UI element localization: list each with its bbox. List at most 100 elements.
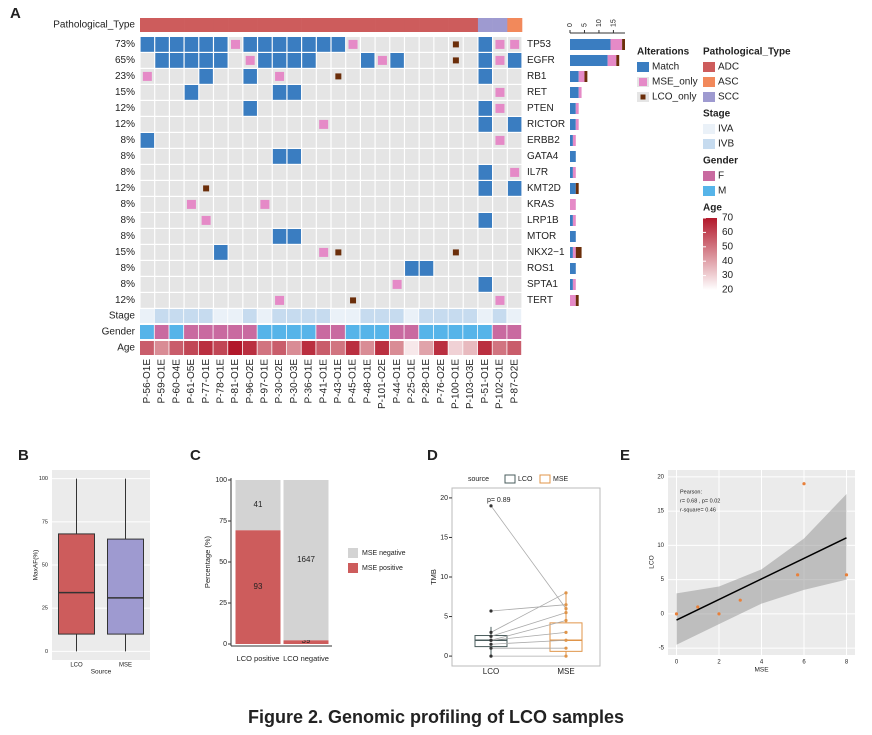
cell-bg	[316, 181, 331, 196]
cell-bg	[463, 133, 478, 148]
cell-bg	[243, 85, 257, 100]
cell-bg	[228, 117, 243, 132]
cell-bg	[507, 69, 522, 84]
annotation: p= 0.89	[487, 497, 511, 504]
legend-swatch	[640, 94, 646, 100]
cell-bg	[302, 117, 316, 132]
alteration	[302, 37, 316, 52]
cell-bg	[507, 197, 522, 212]
cell-bg	[478, 293, 493, 308]
track-cell	[316, 341, 331, 355]
cell-bg	[302, 133, 316, 148]
count-bar	[572, 247, 576, 258]
cell-bg	[434, 149, 448, 164]
cell-bg	[346, 229, 360, 244]
panel-letter: E	[620, 447, 630, 464]
cell-bg	[419, 149, 434, 164]
y-tick-label: 10	[657, 543, 664, 549]
track-cell	[345, 18, 361, 32]
cell-bg	[434, 229, 448, 244]
sample-label: P-30-O3E	[289, 359, 300, 404]
count-bar	[610, 39, 623, 50]
cell-bg	[360, 293, 375, 308]
cell-bg	[140, 245, 155, 260]
sample-label: P-87-O2E	[509, 359, 520, 404]
cell-bg	[316, 213, 331, 228]
cell-bg	[434, 245, 448, 260]
alteration	[335, 73, 342, 80]
bar	[283, 480, 329, 641]
alteration	[243, 69, 257, 84]
alteration	[331, 37, 346, 52]
cell-bg	[243, 181, 257, 196]
caption: Figure 2. Genomic profiling of LCO sampl…	[248, 707, 624, 727]
cell-bg	[405, 53, 419, 68]
count-bar	[570, 135, 573, 146]
alteration	[169, 53, 184, 68]
track-cell	[448, 341, 463, 355]
cell-bg	[302, 213, 316, 228]
cell-bg	[169, 293, 184, 308]
cell-bg	[478, 149, 493, 164]
cell-bg	[169, 133, 184, 148]
alteration	[319, 247, 329, 257]
cell-bg	[390, 101, 404, 116]
cell-bg	[258, 149, 272, 164]
frequency-label: 8%	[121, 199, 136, 210]
sample-label: P-97-O1E	[260, 359, 271, 404]
cell-bg	[449, 181, 463, 196]
cell-bg	[331, 117, 346, 132]
cell-bg	[258, 213, 272, 228]
cell-bg	[434, 277, 448, 292]
track-cell	[301, 309, 316, 323]
cell-bg	[449, 149, 463, 164]
y-tick-label: 50	[42, 562, 48, 568]
alteration	[507, 53, 522, 68]
cell-bg	[272, 261, 287, 276]
cell-bg	[287, 261, 302, 276]
cell-bg	[478, 85, 493, 100]
y-tick-label: 0	[223, 641, 227, 648]
cell-bg	[331, 85, 346, 100]
cell-bg	[316, 277, 331, 292]
cell-bg	[272, 117, 287, 132]
cell-bg	[419, 85, 434, 100]
frequency-label: 8%	[121, 279, 136, 290]
cell-bg	[155, 85, 169, 100]
cell-bg	[405, 37, 419, 52]
cell-bg	[228, 53, 243, 68]
cell-bg	[199, 165, 213, 180]
cell-bg	[155, 165, 169, 180]
alteration	[360, 53, 375, 68]
count-bar	[570, 119, 576, 130]
gene-label: GATA4	[527, 151, 559, 162]
box	[58, 533, 95, 635]
track-cell	[228, 18, 244, 32]
track-cell	[331, 309, 345, 323]
cell-bg	[243, 197, 257, 212]
cell-bg	[463, 69, 478, 84]
y-tick-label: 15	[440, 534, 448, 541]
cell-bg	[390, 69, 404, 84]
track-cell	[140, 341, 154, 355]
colorbar-label: 50	[722, 241, 734, 252]
cell-bg	[507, 229, 522, 244]
cell-bg	[507, 149, 522, 164]
cell-bg	[405, 293, 419, 308]
cell-bg	[507, 133, 522, 148]
cell-bg	[214, 181, 228, 196]
count-bar	[575, 119, 579, 130]
cell-bg	[375, 85, 390, 100]
alteration	[243, 37, 257, 52]
cell-bg	[140, 117, 155, 132]
sample-label: P-100-O1E	[451, 359, 462, 409]
track-cell	[331, 18, 346, 32]
cell-bg	[390, 133, 404, 148]
track-cell	[433, 18, 449, 32]
frequency-label: 8%	[121, 215, 136, 226]
cell-bg	[228, 69, 243, 84]
x-tick-label: 6	[802, 660, 806, 666]
cell-bg	[302, 245, 316, 260]
track-cell	[507, 18, 523, 32]
cell-bg	[346, 181, 360, 196]
